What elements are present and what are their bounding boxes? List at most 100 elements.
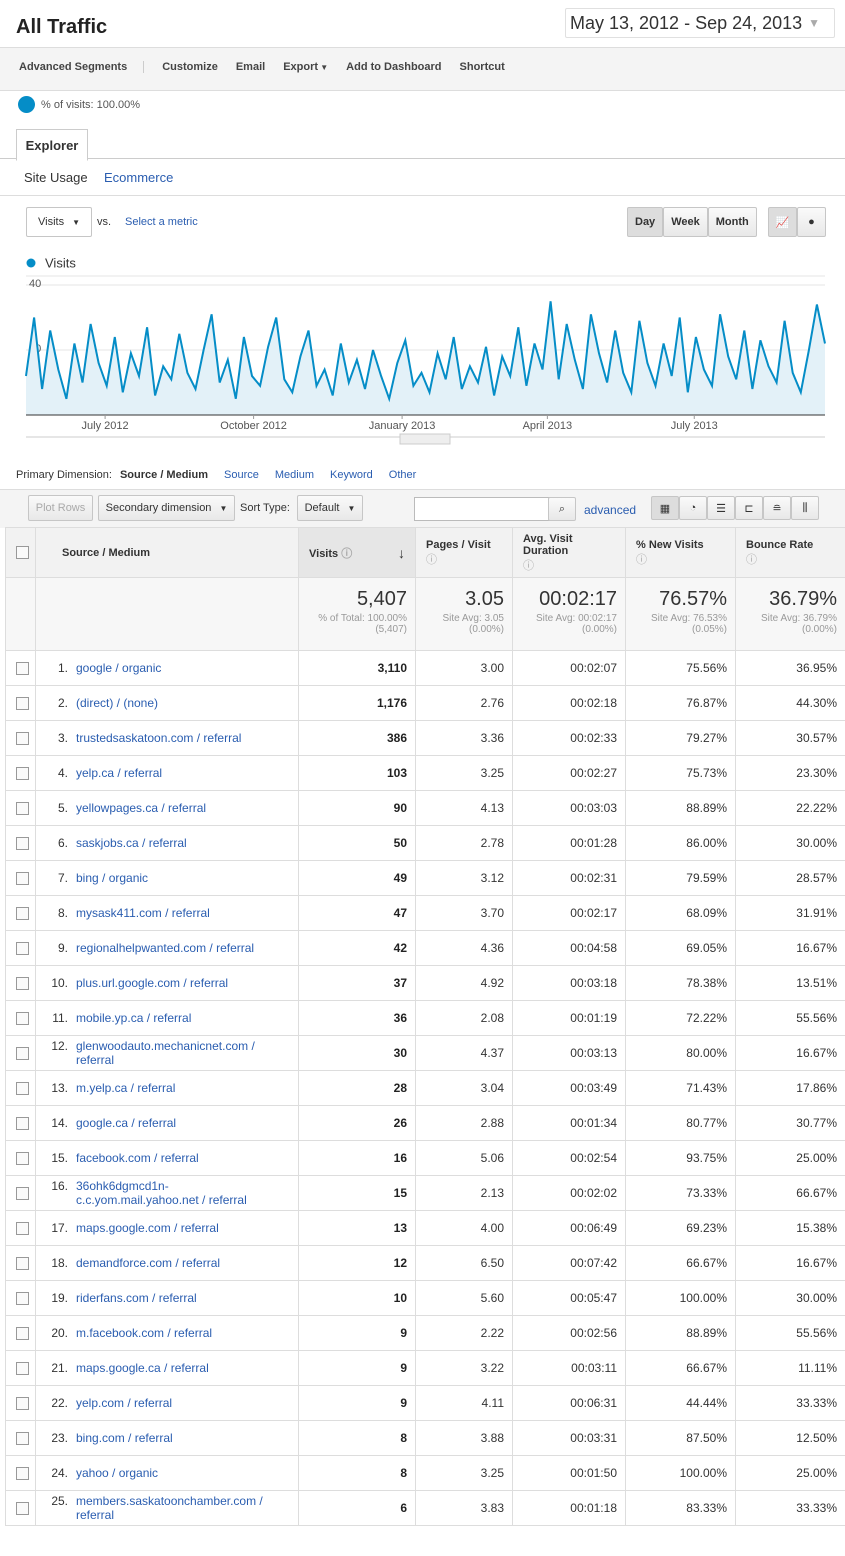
metric-cell: 44.44% <box>625 1385 736 1421</box>
view-pie[interactable]: ◔ <box>679 496 707 520</box>
checkbox[interactable] <box>16 1466 29 1480</box>
source-link[interactable]: mysask411.com / referral <box>76 906 210 920</box>
table-row: 13. m.yelp.ca / referral 28 3.04 00:03:49 71.… <box>5 1070 845 1106</box>
source-link[interactable]: glenwoodauto.mechanicnet.com / referral <box>76 1039 255 1067</box>
row-rank: 25. <box>51 1494 68 1508</box>
view-performance[interactable]: ☰ <box>707 496 735 520</box>
source-link[interactable]: regionalhelpwanted.com / referral <box>76 941 255 955</box>
checkbox[interactable] <box>16 801 29 815</box>
source-link[interactable]: 36ohk6dgmcd1n-c.c.yom.mail.yahoo.net / r… <box>76 1179 247 1207</box>
checkbox[interactable] <box>16 906 29 920</box>
column-header[interactable]: Pages / Visit ⓘ <box>415 527 513 578</box>
column-header[interactable]: % New Visits ⓘ <box>625 527 736 578</box>
dimension-option[interactable]: Keyword <box>329 469 373 481</box>
metric-select[interactable]: Visits ▼ <box>26 207 92 237</box>
checkbox[interactable] <box>16 1291 29 1305</box>
checkbox[interactable] <box>16 661 29 675</box>
subtab[interactable]: Site Usage <box>24 170 88 185</box>
column-header[interactable]: Avg. Visit Duration ⓘ <box>512 527 626 578</box>
source-link[interactable]: yelp.com / referral <box>76 1396 173 1410</box>
source-link[interactable]: m.yelp.ca / referral <box>76 1081 176 1095</box>
toolbar-item[interactable]: Customize <box>162 61 218 73</box>
toolbar-item[interactable]: Shortcut <box>459 61 505 73</box>
checkbox[interactable] <box>16 1011 29 1025</box>
source-link[interactable]: plus.url.google.com / referral <box>76 976 229 990</box>
source-link[interactable]: yelp.ca / referral <box>76 766 163 780</box>
source-link[interactable]: facebook.com / referral <box>76 1151 199 1165</box>
checkbox[interactable] <box>16 1046 29 1060</box>
search-button[interactable]: ⌕ <box>548 497 576 521</box>
checkbox[interactable] <box>16 1116 29 1130</box>
source-cell: 10. plus.url.google.com / referral <box>35 965 299 1001</box>
sort-select[interactable]: Default ▼ <box>297 495 363 521</box>
select-metric[interactable]: Select a metric <box>125 216 198 228</box>
checkbox[interactable] <box>16 941 29 955</box>
source-link[interactable]: google.ca / referral <box>76 1116 177 1130</box>
checkbox[interactable] <box>16 1081 29 1095</box>
chart-resizer[interactable] <box>399 433 451 445</box>
row-checkbox <box>5 1350 36 1386</box>
checkbox[interactable] <box>16 696 29 710</box>
checkbox[interactable] <box>16 1501 29 1515</box>
line-view[interactable]: 📈 <box>768 207 797 237</box>
column-header[interactable]: Bounce Rate ⓘ <box>735 527 845 578</box>
dimension-option[interactable]: Other <box>388 469 417 481</box>
source-cell: 3. trustedsaskatoon.com / referral <box>35 720 299 756</box>
source-link[interactable]: riderfans.com / referral <box>76 1291 197 1305</box>
column-header[interactable]: Visits ⓘ ↓ <box>298 527 416 578</box>
column-header[interactable]: Source / Medium <box>35 527 299 578</box>
checkbox[interactable] <box>16 1361 29 1375</box>
checkbox[interactable] <box>16 1221 29 1235</box>
toolbar <box>0 47 845 91</box>
view-comparison[interactable]: ⊏ <box>735 496 763 520</box>
checkbox[interactable] <box>16 871 29 885</box>
dimension-option[interactable]: Medium <box>274 469 314 481</box>
source-link[interactable]: trustedsaskatoon.com / referral <box>76 731 242 745</box>
source-link[interactable]: demandforce.com / referral <box>76 1256 221 1270</box>
checkbox[interactable] <box>16 766 29 780</box>
checkbox[interactable] <box>16 1256 29 1270</box>
source-link[interactable]: maps.google.ca / referral <box>76 1361 209 1375</box>
subtab[interactable]: Ecommerce <box>104 170 174 185</box>
checkbox[interactable] <box>16 1186 29 1200</box>
row-checkbox <box>5 1245 36 1281</box>
period-button[interactable]: Week <box>663 207 708 237</box>
checkbox[interactable] <box>16 1326 29 1340</box>
source-link[interactable]: (direct) / (none) <box>76 696 159 710</box>
search-box[interactable] <box>414 497 550 521</box>
motion-view[interactable]: ● <box>797 207 826 237</box>
toolbar-item[interactable]: Export ▼ <box>283 61 329 73</box>
view-table[interactable]: ▦ <box>651 496 679 520</box>
source-link[interactable]: mobile.yp.ca / referral <box>76 1011 192 1025</box>
view-pivot[interactable]: ⫼ <box>791 496 819 520</box>
period-button[interactable]: Day <box>627 207 664 237</box>
dimension-option[interactable]: Source <box>224 469 259 481</box>
source-link[interactable]: m.facebook.com / referral <box>76 1326 213 1340</box>
tab[interactable]: Explorer <box>16 129 88 161</box>
checkbox[interactable] <box>16 976 29 990</box>
source-link[interactable]: yellowpages.ca / referral <box>76 801 207 815</box>
checkbox[interactable] <box>16 731 29 745</box>
checkbox[interactable] <box>16 836 29 850</box>
checkbox[interactable] <box>16 546 29 559</box>
source-link[interactable]: bing.com / referral <box>76 1431 173 1445</box>
toolbar-item[interactable]: Advanced Segments <box>19 61 145 73</box>
period-button[interactable]: Month <box>707 207 757 237</box>
view-term-cloud[interactable]: ≘ <box>763 496 791 520</box>
checkbox[interactable] <box>16 1396 29 1410</box>
source-link[interactable]: maps.google.com / referral <box>76 1221 219 1235</box>
checkbox[interactable] <box>16 1431 29 1445</box>
source-link[interactable]: bing / organic <box>76 871 149 885</box>
date-range[interactable]: May 13, 2012 - Sep 24, 2013 ▼ <box>565 8 835 38</box>
advanced-link[interactable]: advanced <box>584 503 637 517</box>
secondary-dimension[interactable]: Secondary dimension ▼ <box>98 495 235 521</box>
checkbox[interactable] <box>16 1151 29 1165</box>
source-link[interactable]: members.saskatoonchamber.com / referral <box>76 1494 263 1522</box>
toolbar-item[interactable]: Add to Dashboard <box>346 61 442 73</box>
source-link[interactable]: google / organic <box>76 661 162 675</box>
dimension-option[interactable]: Source / Medium <box>119 469 208 481</box>
source-link[interactable]: yahoo / organic <box>76 1466 159 1480</box>
source-link[interactable]: saskjobs.ca / referral <box>76 836 187 850</box>
plot-rows[interactable]: Plot Rows <box>28 495 93 521</box>
toolbar-item[interactable]: Email <box>235 61 266 73</box>
